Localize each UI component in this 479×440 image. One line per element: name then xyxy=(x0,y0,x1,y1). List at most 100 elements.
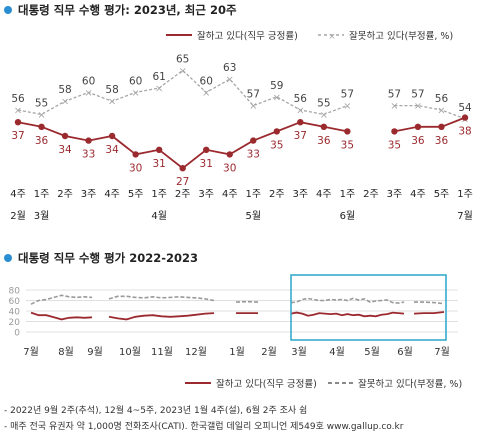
footnote-1: - 2022년 9월 2주(추석), 12월 4~5주, 2023년 1월 4주… xyxy=(4,406,308,416)
negative-data-label: 61 xyxy=(152,71,165,83)
negative-data-label: 58 xyxy=(105,84,118,96)
week-tick-label: 1주 xyxy=(34,189,50,200)
positive-point-marker xyxy=(391,128,398,135)
negative-point-marker: × xyxy=(414,101,422,112)
negative-data-label: 57 xyxy=(341,89,354,101)
negative-point-marker: × xyxy=(84,88,92,99)
negative-series-line xyxy=(108,295,215,302)
bottom-chart-title-text: 대통령 직무 수행 평가 2022-2023 xyxy=(18,251,199,265)
negative-point-marker: × xyxy=(14,106,22,117)
y-tick-label: 20 xyxy=(9,318,21,328)
month-tick-label: 4월 xyxy=(151,210,167,222)
week-tick-label: 1주 xyxy=(151,189,167,200)
negative-point-marker: × xyxy=(61,97,69,108)
positive-data-label: 31 xyxy=(200,158,213,170)
month-tick-label: 5월 xyxy=(364,346,380,358)
week-tick-label: 5주 xyxy=(128,189,144,200)
week-tick-label: 3주 xyxy=(293,189,309,200)
positive-data-label: 36 xyxy=(35,135,49,147)
positive-point-marker xyxy=(203,146,210,153)
negative-data-label: 55 xyxy=(317,97,330,109)
positive-data-label: 37 xyxy=(11,130,24,142)
week-tick-label: 3주 xyxy=(387,189,403,200)
negative-point-marker: × xyxy=(131,88,139,99)
positive-series-line xyxy=(30,311,93,321)
positive-series-line xyxy=(413,311,445,315)
month-tick-label: 8월 xyxy=(58,346,74,358)
negative-series-line xyxy=(235,300,259,303)
negative-series-line xyxy=(394,104,466,120)
negative-data-label: 57 xyxy=(247,89,260,101)
month-tick-label: 1월 xyxy=(229,346,245,358)
bottom-chart-title: 대통령 직무 수행 평가 2022-2023 xyxy=(4,250,198,266)
negative-series-line xyxy=(414,301,445,305)
negative-point-marker: × xyxy=(155,84,163,95)
week-tick-label: 2주 xyxy=(363,189,379,200)
negative-point-marker: × xyxy=(296,106,304,117)
negative-point-marker: × xyxy=(178,66,186,77)
positive-point-marker xyxy=(344,128,351,135)
top-legend-negative-marker: × xyxy=(328,32,336,42)
top-chart-title: 대통령 직무 수행 평가: 2023년, 최근 20주 xyxy=(4,2,237,18)
positive-point-marker xyxy=(179,165,186,172)
positive-data-label: 33 xyxy=(82,149,95,161)
positive-point-marker xyxy=(155,146,163,153)
top-legend-negative-label: 잘못하고 있다(부정률, %) xyxy=(349,30,453,42)
negative-point-marker: × xyxy=(437,106,445,117)
week-tick-label: 1주 xyxy=(245,189,261,200)
month-tick-label: 2월 xyxy=(10,210,26,222)
negative-point-marker: × xyxy=(226,75,234,86)
positive-data-label: 35 xyxy=(270,139,283,151)
positive-point-marker xyxy=(226,151,233,158)
negative-point-marker: × xyxy=(273,92,281,103)
positive-point-marker xyxy=(320,123,328,130)
top-legend: 잘하고 있다(직무 긍정률) × 잘못하고 있다(부정률, %) xyxy=(166,30,453,42)
negative-point-marker: × xyxy=(320,110,328,121)
week-tick-label: 4주 xyxy=(222,189,238,200)
positive-data-label: 33 xyxy=(247,149,260,161)
positive-data-label: 36 xyxy=(411,135,425,147)
positive-data-label: 36 xyxy=(317,135,331,147)
positive-point-marker xyxy=(414,123,422,130)
positive-data-label: 31 xyxy=(152,158,165,170)
negative-data-label: 57 xyxy=(388,89,401,101)
positive-point-marker xyxy=(461,114,469,121)
month-tick-label: 10월 xyxy=(119,346,141,358)
positive-point-marker xyxy=(273,128,280,135)
month-tick-label: 7월 xyxy=(23,346,39,358)
positive-data-label: 27 xyxy=(176,176,189,188)
negative-data-label: 58 xyxy=(58,84,71,96)
negative-point-marker: × xyxy=(390,101,398,112)
month-tick-label: 6월 xyxy=(397,346,413,358)
positive-data-label: 38 xyxy=(458,126,471,138)
positive-point-marker xyxy=(38,123,45,130)
negative-data-label: 56 xyxy=(11,93,25,105)
month-tick-label: 12월 xyxy=(185,346,207,358)
month-tick-label: 7월 xyxy=(434,346,450,358)
y-tick-label: 60 xyxy=(9,297,21,307)
bottom-legend-negative-label: 잘못하고 있다(부정률, %) xyxy=(358,378,462,390)
month-tick-label: 2월 xyxy=(261,346,277,358)
bottom-plot-area xyxy=(30,274,447,341)
week-tick-label: 4주 xyxy=(104,189,120,200)
negative-series-line xyxy=(30,294,93,305)
positive-data-label: 37 xyxy=(294,130,307,142)
positive-data-label: 30 xyxy=(223,162,236,174)
month-tick-label: 3월 xyxy=(291,346,307,358)
positive-series-line xyxy=(394,116,466,133)
week-tick-label: 2주 xyxy=(269,189,285,200)
negative-data-label: 59 xyxy=(270,80,283,92)
positive-data-label: 36 xyxy=(435,135,449,147)
negative-series-line xyxy=(290,297,405,304)
week-tick-label: 1주 xyxy=(457,189,473,200)
positive-data-label: 34 xyxy=(58,144,72,156)
y-tick-label: 40 xyxy=(9,308,21,318)
week-tick-label: 3주 xyxy=(198,189,214,200)
y-tick-label: 80 xyxy=(9,287,21,297)
month-tick-label: 7월 xyxy=(457,210,473,222)
week-tick-label: 4주 xyxy=(316,189,332,200)
week-tick-label: 4주 xyxy=(10,189,26,200)
